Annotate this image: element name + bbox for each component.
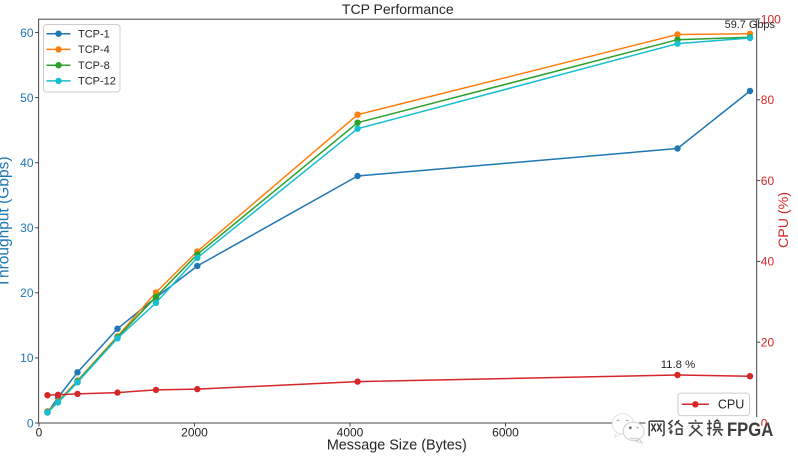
svg-text:60: 60	[761, 174, 775, 188]
svg-text:59.7 Gbps: 59.7 Gbps	[725, 19, 776, 31]
svg-text:0: 0	[27, 416, 34, 430]
svg-text:20: 20	[761, 336, 775, 350]
svg-text:4000: 4000	[337, 425, 364, 439]
svg-text:6000: 6000	[492, 425, 519, 439]
svg-text:CPU (%): CPU (%)	[776, 192, 792, 248]
svg-text:TCP Performance: TCP Performance	[342, 1, 454, 17]
svg-text:Message Size (Bytes): Message Size (Bytes)	[327, 438, 467, 454]
svg-text:40: 40	[761, 255, 775, 269]
svg-text:50: 50	[20, 91, 34, 105]
svg-text:100: 100	[761, 12, 781, 26]
svg-text:CPU: CPU	[718, 398, 744, 412]
svg-text:80: 80	[761, 93, 775, 107]
svg-text:60: 60	[20, 26, 34, 40]
svg-text:Throughput (Gbps): Throughput (Gbps)	[0, 157, 13, 288]
svg-text:TCP-8: TCP-8	[78, 60, 110, 72]
svg-text:FPGA: FPGA	[727, 419, 773, 441]
svg-text:20: 20	[20, 286, 34, 300]
svg-text:11.8 %: 11.8 %	[661, 359, 696, 371]
svg-text:30: 30	[20, 221, 34, 235]
svg-text:TCP-12: TCP-12	[78, 76, 116, 88]
svg-text:40: 40	[20, 156, 34, 170]
svg-text:TCP-1: TCP-1	[78, 29, 110, 41]
svg-text:2000: 2000	[181, 425, 208, 439]
svg-text:10: 10	[20, 351, 34, 365]
svg-text:TCP-4: TCP-4	[78, 44, 110, 56]
svg-text:0: 0	[761, 416, 768, 430]
svg-text:0: 0	[36, 425, 43, 439]
